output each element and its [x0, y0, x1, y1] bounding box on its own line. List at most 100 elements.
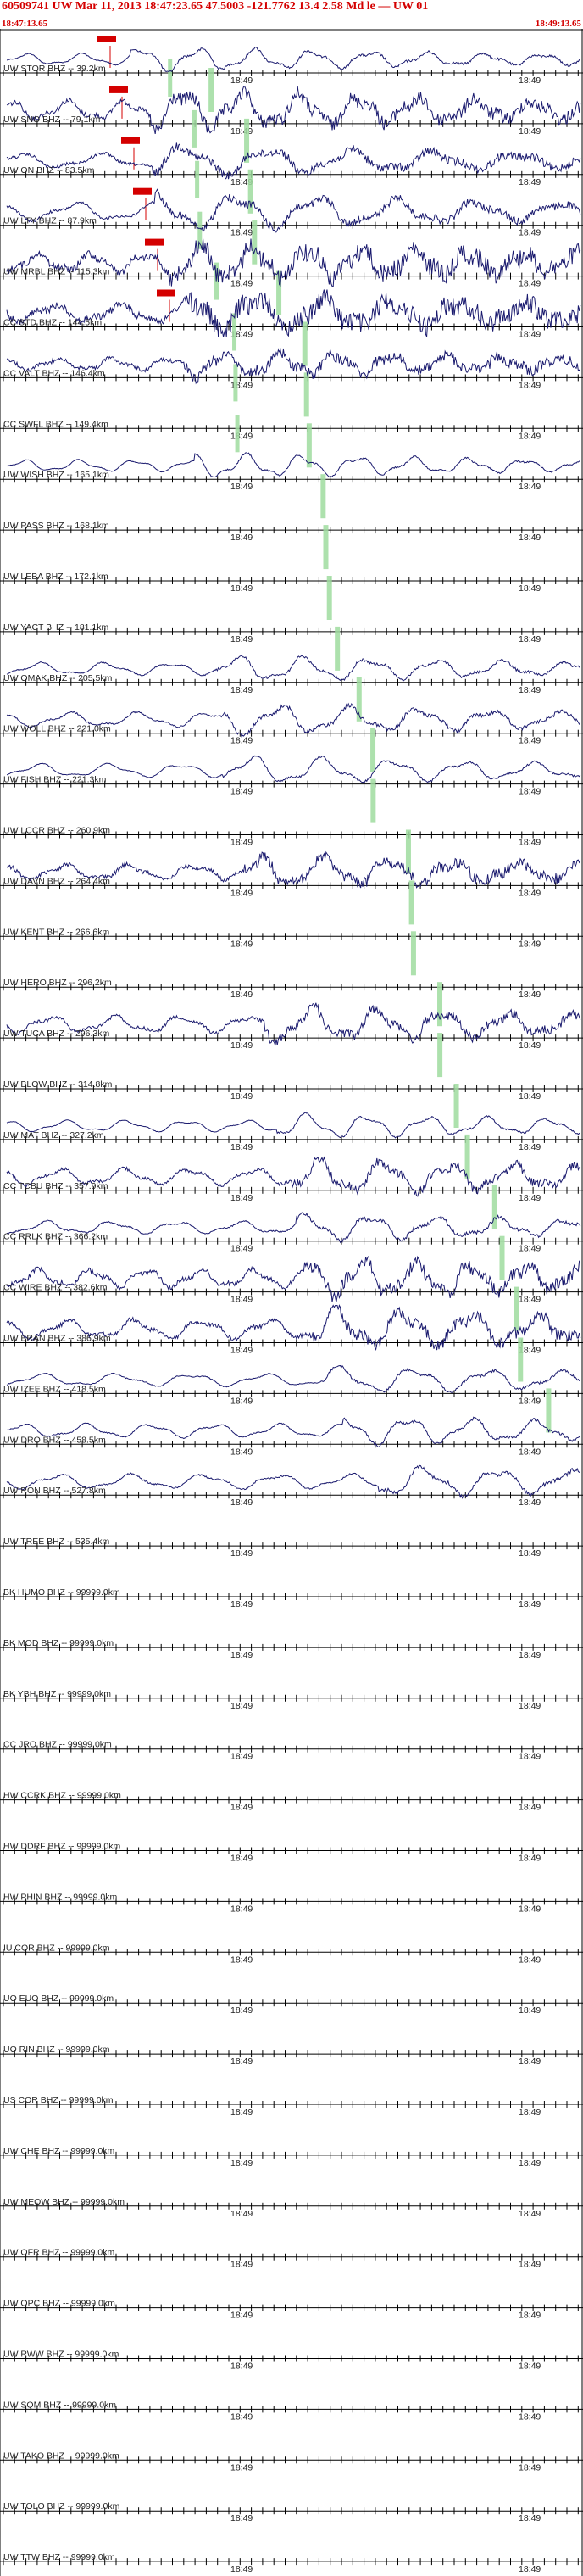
- waveform-trace: [6, 702, 581, 739]
- trace-label: UW MAT BHZ -- 327.2km: [3, 1130, 104, 1140]
- time-tick-label: 18:49: [519, 2311, 541, 2321]
- time-tick-label: 18:49: [519, 2005, 541, 2016]
- trace-label: UW DAVN BHZ -- 264.4km: [3, 876, 110, 886]
- time-tick-label: 18:49: [230, 685, 253, 695]
- trace-label: UW HERO BHZ -- 296.2km: [3, 978, 112, 988]
- time-tick-label: 18:49: [230, 228, 253, 238]
- trace-label: UW BLOW BHZ -- 314.8km: [3, 1079, 113, 1090]
- time-tick-label: 18:49: [519, 1650, 541, 1660]
- phase-marker: [232, 313, 237, 351]
- phase-marker: [247, 169, 253, 214]
- time-tick-label: 18:49: [519, 2513, 541, 2523]
- time-tick-label: 18:49: [230, 1346, 253, 1356]
- time-tick-label: 18:49: [519, 2107, 541, 2117]
- time-tick-label: 18:49: [519, 1346, 541, 1356]
- time-tick-label: 18:49: [519, 2209, 541, 2219]
- phase-marker: [302, 321, 308, 366]
- trace-label: UO EUO BHZ -- 99999.0km: [3, 1993, 114, 2004]
- time-tick-label: 18:49: [230, 2412, 253, 2422]
- time-tick-label: 18:49: [230, 2564, 253, 2574]
- time-tick-label: 18:49: [519, 431, 541, 441]
- waveform-trace: [6, 755, 581, 783]
- time-tick-label: 18:49: [230, 1599, 253, 1609]
- time-tick-label: 18:49: [519, 380, 541, 390]
- time-tick-label: 18:49: [519, 634, 541, 644]
- trace-label: BK HUMO BHZ -- 99999.0km: [3, 1587, 120, 1597]
- trace-label: UW TUCA BHZ -- 296.3km: [3, 1029, 109, 1039]
- time-tick-label: 18:49: [230, 1701, 253, 1711]
- trace-label: UW RWW BHZ -- 99999.0km: [3, 2350, 119, 2360]
- time-tick-label: 18:49: [519, 2361, 541, 2372]
- trace-label: UO RIN BHZ -- 99999.0km: [3, 2044, 110, 2055]
- trace-label: UW WOLL BHZ -- 221.0km: [3, 724, 111, 734]
- trace-label: UW MEOW BHZ -- 99999.0km: [3, 2197, 125, 2207]
- phase-marker: [195, 160, 200, 198]
- phase-marker: [323, 525, 329, 570]
- start-time-label: 18:47:13.65: [2, 19, 48, 29]
- time-tick-label: 18:49: [519, 1244, 541, 1254]
- time-tick-label: 18:49: [519, 1040, 541, 1051]
- waveform-trace: [6, 452, 580, 478]
- trace-label: UW OMAK BHZ -- 205.5km: [3, 673, 113, 683]
- phase-marker: [437, 1033, 443, 1078]
- time-tick-label: 18:49: [230, 939, 253, 949]
- phase-marker: [410, 931, 416, 976]
- trace-label: HW DDRF BHZ -- 99999.0km: [3, 1842, 121, 1852]
- time-tick-label: 18:49: [519, 1599, 541, 1609]
- time-tick-label: 18:49: [519, 482, 541, 492]
- phase-marker: [464, 1134, 470, 1179]
- waveform-trace: [6, 1156, 581, 1197]
- time-tick-label: 18:49: [230, 1854, 253, 1864]
- phase-marker: [546, 1388, 552, 1433]
- waveform-trace: [6, 1464, 581, 1499]
- trace-label: CC SWFL BHZ -- 149.4km: [3, 419, 108, 429]
- time-tick-label: 18:49: [230, 177, 253, 187]
- time-tick-label: 18:49: [230, 1954, 253, 1965]
- time-tick-label: 18:49: [230, 1803, 253, 1813]
- event-title: 60509741 UW Mar 11, 2013 18:47:23.65 47.…: [2, 0, 429, 13]
- time-tick-label: 18:49: [519, 736, 541, 746]
- trace-label: UW TREE BHZ -- 535.4km: [3, 1536, 109, 1547]
- time-tick-label: 18:49: [230, 1650, 253, 1660]
- time-tick-label: 18:49: [519, 787, 541, 797]
- trace-label: UW TOLO BHZ -- 99999.0km: [3, 2501, 120, 2512]
- time-tick-label: 18:49: [519, 2564, 541, 2574]
- time-tick-label: 18:49: [519, 2412, 541, 2422]
- time-tick-label: 18:49: [519, 1752, 541, 1762]
- phase-marker: [197, 211, 203, 249]
- time-tick-label: 18:49: [230, 787, 253, 797]
- trace-label: CC VALT BHZ -- 146.4km: [3, 368, 105, 378]
- phase-marker: [192, 109, 197, 148]
- trace-label: UW LCCR BHZ -- 260.9km: [3, 826, 110, 836]
- trace-label: CC TCBU BHZ -- 357.9km: [3, 1181, 108, 1191]
- trace-label: UW STOR BHZ -- 39.2km: [3, 64, 106, 74]
- time-tick-label: 18:49: [519, 838, 541, 848]
- trace-label: UW TAKO BHZ -- 99999.0km: [3, 2451, 119, 2461]
- trace-label: CC WIRE BHZ -- 382.6km: [3, 1283, 108, 1293]
- time-tick-label: 18:49: [519, 2462, 541, 2473]
- trace-label: UW SNO BHZ -- 79.1km: [3, 114, 101, 125]
- trace-label: UW YACT BHZ -- 181.1km: [3, 622, 109, 633]
- time-tick-label: 18:49: [519, 2158, 541, 2168]
- p-pick-marker: [145, 238, 164, 246]
- phase-marker: [320, 474, 326, 519]
- time-tick-label: 18:49: [519, 1954, 541, 1965]
- waveform-trace: [6, 655, 580, 682]
- waveform-trace: [6, 47, 580, 72]
- trace-label: UW KENT BHZ -- 266.6km: [3, 927, 109, 937]
- trace-label: US COR BHZ -- 99999.0km: [3, 2095, 114, 2105]
- time-tick-label: 18:49: [230, 1295, 253, 1305]
- phase-marker: [168, 59, 173, 97]
- time-tick-label: 18:49: [230, 2260, 253, 2270]
- phase-marker: [335, 626, 341, 671]
- waveform-trace: [6, 86, 581, 135]
- time-tick-label: 18:49: [230, 1548, 253, 1558]
- time-tick-label: 18:49: [230, 2209, 253, 2219]
- phase-marker: [303, 372, 309, 417]
- phase-marker: [326, 576, 332, 620]
- trace-label: HW PHIN BHZ -- 99999.0km: [3, 1892, 117, 1902]
- time-tick-label: 18:49: [519, 1142, 541, 1152]
- phase-marker: [276, 270, 282, 315]
- time-tick-label: 18:49: [519, 1548, 541, 1558]
- waveform-trace: [6, 348, 581, 385]
